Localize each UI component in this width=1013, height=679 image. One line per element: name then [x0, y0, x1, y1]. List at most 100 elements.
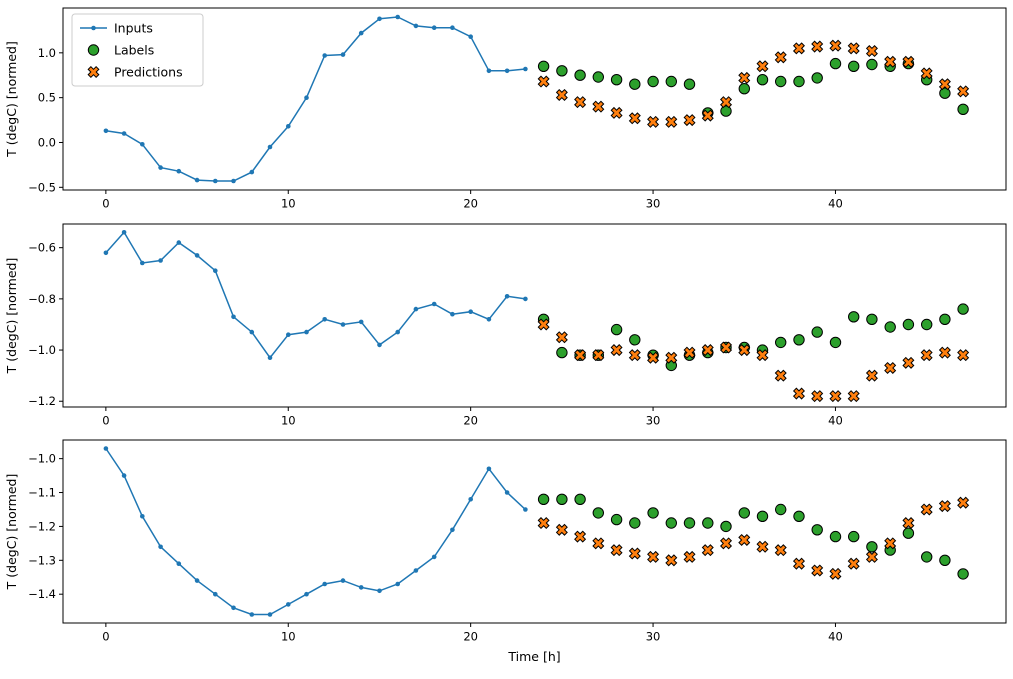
label-circle-marker — [629, 78, 641, 90]
inputs-dot-marker — [267, 355, 273, 361]
x-tick-label: 40 — [828, 197, 843, 211]
prediction-x-marker — [738, 533, 751, 546]
y-tick-label: 0.0 — [38, 135, 56, 149]
y-tick-label: −1.0 — [28, 452, 56, 466]
inputs-dot-marker — [213, 591, 218, 597]
label-circle-marker — [866, 58, 878, 71]
inputs-dot-marker — [103, 128, 109, 134]
label-circle-marker — [574, 69, 586, 81]
inputs-dot-marker — [450, 25, 455, 31]
inputs-dot-marker — [340, 52, 346, 57]
y-tick-label: −0.8 — [28, 292, 56, 306]
inputs-dot-marker — [504, 68, 510, 74]
legend-inputs-dot — [91, 25, 96, 31]
x-tick-label: 10 — [281, 197, 296, 211]
inputs-dot-marker — [140, 260, 145, 266]
prediction-x-marker — [610, 106, 623, 119]
prediction-x-marker — [884, 361, 897, 374]
inputs-dot-marker — [140, 142, 145, 147]
prediction-x-marker — [574, 530, 587, 543]
label-circle-marker — [902, 318, 915, 331]
prediction-x-marker — [555, 523, 568, 536]
prediction-x-marker — [720, 537, 733, 550]
inputs-dot-marker — [194, 177, 200, 183]
inputs-dot-marker — [249, 329, 255, 335]
prediction-x-marker — [774, 544, 787, 557]
inputs-dot-marker — [194, 578, 200, 583]
legend-label: Predictions — [114, 65, 183, 80]
prediction-x-marker — [920, 503, 933, 516]
prediction-x-marker — [647, 115, 660, 128]
prediction-x-marker — [610, 344, 623, 357]
prediction-x-marker — [902, 517, 915, 530]
inputs-dot-marker — [304, 95, 309, 100]
label-circle-marker — [756, 74, 769, 86]
prediction-x-marker — [555, 331, 568, 344]
label-circle-marker — [939, 87, 951, 99]
prediction-x-marker — [957, 496, 970, 509]
label-circle-marker — [939, 554, 951, 566]
label-circle-marker — [957, 568, 969, 580]
label-circle-marker — [793, 510, 805, 522]
series-predictions — [537, 318, 970, 403]
series-labels — [537, 493, 969, 580]
inputs-dot-marker — [213, 178, 218, 184]
x-tick-label: 30 — [646, 197, 661, 211]
label-circle-marker — [756, 510, 769, 522]
prediction-x-marker — [829, 567, 842, 580]
prediction-x-marker — [701, 544, 714, 557]
prediction-x-marker — [792, 387, 805, 400]
prediction-x-marker — [592, 349, 605, 362]
x-tick-label: 20 — [463, 630, 478, 644]
subplot-2: 0 10 20 30 40 −0.6 −0.8 −1.0 −1.2 T (degC) [norme… — [4, 223, 1007, 428]
label-circle-marker — [775, 503, 787, 516]
label-circle-marker — [866, 541, 878, 553]
x-tick-label: 40 — [828, 414, 843, 428]
inputs-dot-marker — [523, 507, 528, 512]
prediction-x-marker — [738, 344, 751, 357]
inputs-dot-marker — [340, 322, 346, 327]
series-inputs — [103, 14, 528, 184]
inputs-line — [105, 448, 526, 616]
inputs-dot-marker — [486, 466, 492, 472]
prediction-x-marker — [938, 500, 951, 513]
inputs-dot-marker — [358, 30, 364, 36]
inputs-dot-marker — [121, 230, 127, 235]
prediction-x-marker — [628, 349, 641, 362]
inputs-dot-marker — [450, 527, 455, 533]
label-circle-marker — [848, 60, 860, 73]
prediction-x-marker — [665, 115, 678, 128]
inputs-dot-marker — [322, 581, 328, 587]
prediction-x-marker — [811, 564, 824, 577]
label-circle-marker — [702, 517, 714, 529]
inputs-dot-marker — [322, 53, 328, 58]
label-circle-marker — [629, 334, 641, 346]
x-tick-label: 20 — [463, 197, 478, 211]
prediction-x-marker — [665, 554, 678, 567]
inputs-dot-marker — [158, 544, 163, 550]
y-tick-label: −1.1 — [28, 486, 56, 500]
inputs-dot-marker — [322, 317, 328, 322]
prediction-x-marker — [555, 88, 568, 101]
label-circle-marker — [610, 323, 623, 336]
prediction-x-marker — [957, 85, 970, 98]
y-tick-label: −1.3 — [28, 553, 56, 567]
prediction-x-marker — [701, 109, 714, 122]
prediction-x-marker — [865, 550, 878, 563]
prediction-x-marker — [756, 349, 769, 362]
x-axis-label: Time [h] — [507, 649, 560, 664]
inputs-dot-marker — [413, 23, 419, 29]
prediction-x-marker — [756, 540, 769, 553]
axes-frame — [62, 223, 1007, 408]
prediction-x-marker — [884, 537, 897, 550]
prediction-x-marker — [847, 390, 860, 403]
prediction-x-marker — [592, 537, 605, 550]
inputs-dot-marker — [121, 473, 127, 478]
label-circle-marker — [793, 75, 805, 88]
inputs-dot-marker — [450, 311, 455, 317]
subplot-1: 0 10 20 30 40 −0.5 0.0 0.5 1.0 T (degC) [normed] I… — [4, 7, 1007, 211]
y-axis-label: T (degC) [normed] — [4, 258, 19, 375]
x-tick-label: 20 — [463, 414, 478, 428]
label-circle-marker — [556, 65, 568, 77]
